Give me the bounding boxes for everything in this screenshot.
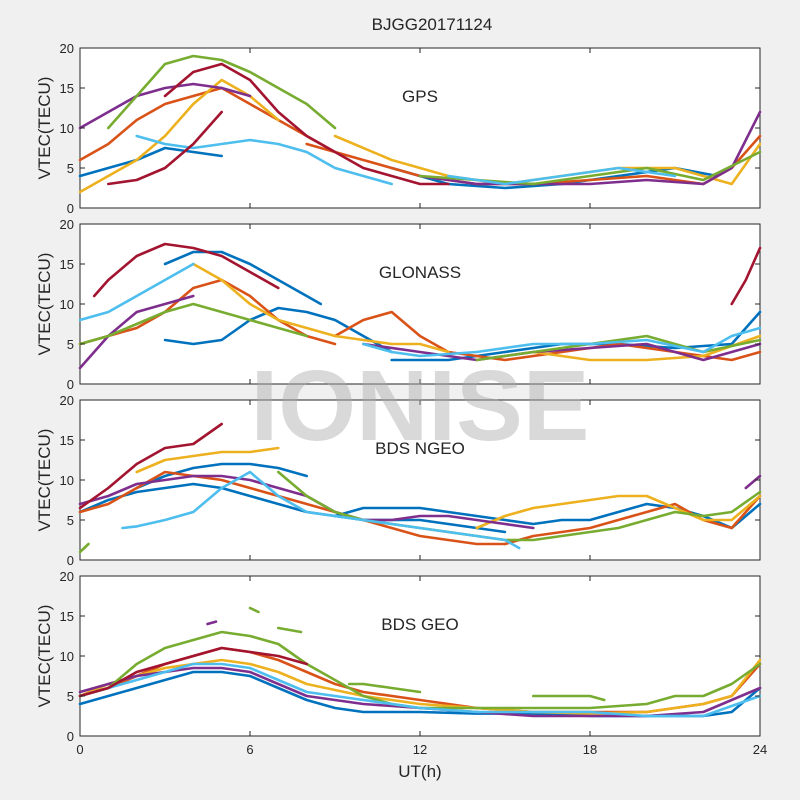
series-line-14 — [730, 246, 762, 306]
y-tick-label: 0 — [67, 729, 74, 744]
series-line-5 — [277, 626, 303, 634]
y-tick-label: 10 — [60, 121, 74, 136]
y-tick-label: 0 — [67, 377, 74, 392]
y-tick-label: 10 — [60, 297, 74, 312]
series-line-8 — [744, 474, 762, 490]
series-line-6 — [532, 334, 762, 362]
series-line-4 — [333, 310, 762, 362]
x-axis-label: UT(h) — [398, 762, 441, 781]
chart-title: BJGG20171124 — [372, 15, 493, 34]
series-line-1 — [135, 462, 308, 490]
series-line-10 — [475, 334, 762, 362]
series-line-10 — [78, 646, 308, 698]
y-tick-label: 10 — [60, 649, 74, 664]
series-line-10 — [135, 134, 393, 186]
panel-frame — [79, 399, 761, 561]
series-line-7 — [532, 694, 606, 702]
series-line-2 — [78, 658, 762, 715]
series-line-13 — [92, 242, 280, 298]
series-line-8 — [107, 54, 337, 130]
series-line-4 — [78, 630, 762, 710]
y-tick-label: 20 — [60, 217, 74, 232]
y-tick-label: 0 — [67, 201, 74, 216]
y-tick-label: 15 — [60, 433, 74, 448]
series-group — [78, 422, 762, 554]
series-line-0 — [163, 250, 323, 306]
series-line-7 — [78, 294, 195, 370]
x-tick-label: 24 — [753, 742, 767, 757]
series-line-12 — [78, 422, 223, 510]
series-line-8 — [248, 606, 260, 614]
series-line-6 — [347, 682, 422, 694]
panel-label: GPS — [402, 87, 438, 106]
series-line-9 — [78, 542, 90, 554]
series-line-9 — [78, 302, 308, 346]
y-axis-label: VTEC(TECU) — [35, 429, 54, 532]
series-line-6 — [475, 494, 762, 530]
series-line-5 — [135, 446, 280, 474]
x-tick-label: 0 — [76, 742, 83, 757]
y-tick-label: 20 — [60, 569, 74, 584]
series-line-1 — [163, 306, 393, 354]
series-line-13 — [163, 62, 450, 186]
series-line-12 — [107, 110, 223, 186]
y-axis-label: VTEC(TECU) — [35, 253, 54, 356]
series-line-11 — [447, 166, 677, 186]
series-line-0 — [78, 482, 507, 534]
y-tick-label: 0 — [67, 553, 74, 568]
panel-1: 0 5 10 15 20 VTEC(TECU) GLONASS — [35, 217, 762, 392]
series-line-11 — [78, 262, 195, 322]
watermark: IONISE — [251, 350, 590, 462]
y-axis-label: VTEC(TECU) — [35, 605, 54, 708]
y-tick-label: 5 — [67, 513, 74, 528]
series-line-5 — [192, 262, 450, 354]
series-line-11 — [121, 470, 521, 550]
x-tick-label: 6 — [246, 742, 253, 757]
x-tick-label: 12 — [413, 742, 427, 757]
panel-frame — [79, 47, 761, 209]
panels: 0 5 10 15 20 VTEC(TECU) GPS 0 5 10 15 20 VTEC(TECU) G… — [35, 41, 767, 757]
series-line-11 — [206, 620, 218, 626]
panel-0: 0 5 10 15 20 VTEC(TECU) GPS — [35, 41, 762, 216]
series-line-3 — [78, 278, 337, 346]
y-tick-label: 10 — [60, 473, 74, 488]
y-tick-label: 20 — [60, 393, 74, 408]
panel-label: GLONASS — [379, 263, 461, 282]
y-tick-label: 5 — [67, 161, 74, 176]
y-tick-label: 5 — [67, 689, 74, 704]
y-tick-label: 5 — [67, 337, 74, 352]
y-tick-label: 15 — [60, 609, 74, 624]
panel-2: 0 5 10 15 20 VTEC(TECU) BDS NGEO — [35, 393, 762, 568]
series-line-8 — [362, 342, 762, 362]
panel-3: 0 5 10 15 20 0 6 12 18 24 VTEC(TECU) BDS GEO — [35, 569, 767, 757]
series-group — [78, 606, 762, 718]
series-group — [78, 242, 762, 370]
series-line-0 — [78, 146, 223, 178]
series-line-4 — [503, 494, 762, 546]
panel-label: BDS NGEO — [375, 439, 465, 458]
series-line-3 — [78, 470, 507, 546]
x-tick-label: 18 — [583, 742, 597, 757]
panel-label: BDS GEO — [381, 615, 458, 634]
series-group — [78, 54, 762, 194]
y-tick-label: 15 — [60, 81, 74, 96]
series-line-9 — [78, 662, 762, 718]
series-line-7 — [418, 110, 762, 186]
y-axis-label: VTEC(TECU) — [35, 77, 54, 180]
series-line-6 — [78, 82, 252, 130]
series-line-12 — [362, 326, 762, 358]
y-tick-label: 20 — [60, 41, 74, 56]
y-tick-label: 15 — [60, 257, 74, 272]
